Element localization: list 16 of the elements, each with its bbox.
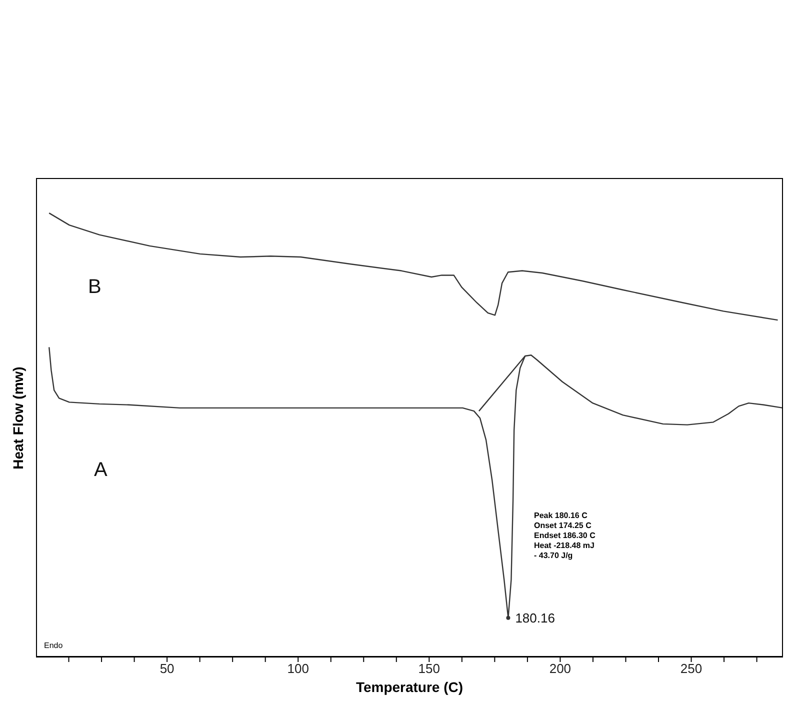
y-axis-title: Heat Flow (mw): [10, 366, 26, 469]
annotation: Peak 180.16 C: [534, 510, 588, 520]
annotation: - 43.70 J/g: [534, 550, 574, 560]
x-tick-label: 250: [680, 661, 702, 676]
annotation: Onset 174.25 C: [534, 520, 592, 530]
annotation: Heat -218.48 mJ: [534, 540, 596, 550]
x-tick-label: 150: [418, 661, 440, 676]
x-axis-title: Temperature (C): [354, 679, 464, 695]
x-tick-label: 100: [287, 661, 309, 676]
annotation: Endset 186.30 C: [534, 530, 596, 540]
text: A: [94, 458, 108, 482]
annotation: 180.16: [515, 610, 555, 626]
x-tick-label: 50: [160, 661, 174, 676]
x-tick-label: 200: [549, 661, 572, 676]
series-label: B: [88, 276, 102, 299]
annotation: Endo: [44, 641, 63, 650]
